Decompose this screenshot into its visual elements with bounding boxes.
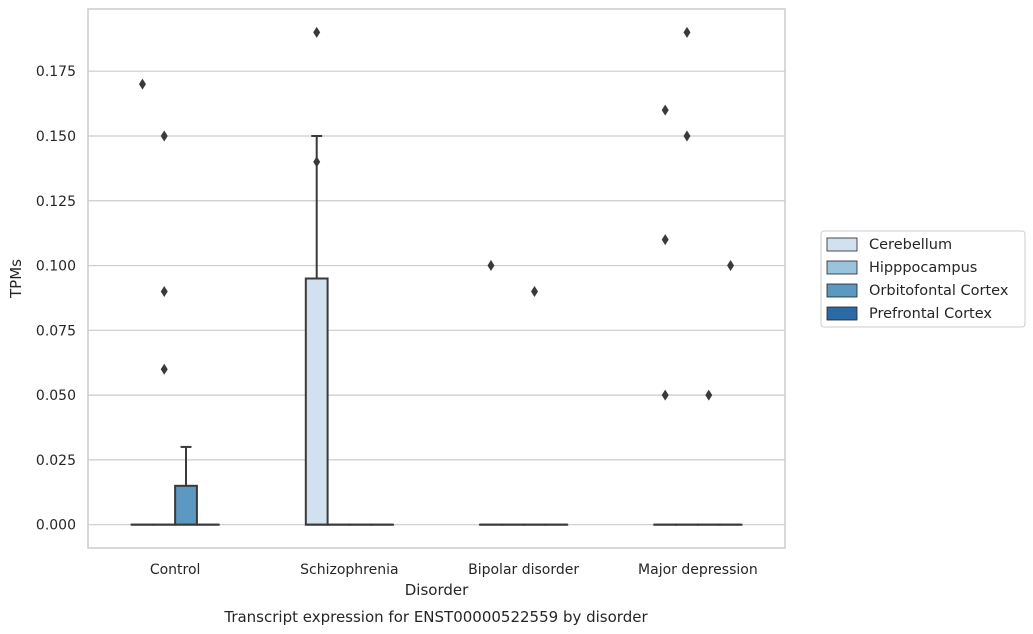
legend-frame (820, 230, 1026, 328)
y-tick-label: 0.125 (36, 194, 76, 210)
outlier-point (138, 78, 146, 90)
plot-frame (87, 8, 786, 549)
outlier-point (313, 156, 321, 168)
outlier-point (313, 26, 321, 38)
y-tick-label: 0.175 (36, 64, 76, 80)
legend-label: Prefrontal Cortex (869, 306, 992, 322)
y-tick-labels: 0.000 0.025 0.050 0.075 0.100 0.125 0.150 0.175 (36, 64, 76, 533)
legend-swatch (826, 306, 858, 321)
y-tick-label: 0.075 (36, 323, 76, 339)
x-tick-label: Bipolar disorder (468, 562, 579, 578)
x-tick-labels: Control Schizophrenia Bipolar disorder Majo… (150, 562, 758, 578)
x-axis-title: Disorder (405, 581, 469, 599)
outlier-point (160, 285, 168, 297)
y-tick-label: 0.025 (36, 453, 76, 469)
y-tick-label: 0.150 (36, 129, 76, 145)
outlier-point (487, 260, 495, 272)
box-orbitofontal-cortex (174, 445, 198, 526)
x-tick-label: Major depression (638, 562, 758, 578)
outlier-point (727, 260, 735, 272)
legend-label: Cerebellum (869, 237, 952, 253)
legend-label: Hipppocampus (869, 260, 977, 276)
chart-caption: Transcript expression for ENST0000052255… (223, 608, 648, 626)
legend-swatch (826, 260, 858, 275)
x-tick-label: Control (150, 562, 201, 578)
box-body (304, 277, 329, 526)
legend-label: Orbitofontal Cortex (869, 283, 1009, 299)
outlier-point (683, 130, 691, 142)
outlier-point (661, 389, 669, 401)
y-axis-title: TPMs (7, 259, 25, 299)
outlier-point (160, 130, 168, 142)
legend: Cerebellum Hipppocampus Orbitofontal Corte… (820, 230, 1026, 328)
box-cerebellum (304, 134, 329, 526)
y-tick-label: 0.000 (36, 518, 76, 534)
x-tick-label: Schizophrenia (300, 562, 398, 578)
box-body (174, 484, 198, 526)
y-tick-label: 0.100 (36, 259, 76, 275)
outlier-point (160, 363, 168, 375)
y-tick-label: 0.050 (36, 388, 76, 404)
outlier-point (661, 104, 669, 116)
box-series (130, 134, 743, 526)
legend-swatch (826, 237, 858, 252)
grid-lines (88, 70, 785, 526)
outlier-point (683, 26, 691, 38)
outlier-point (661, 234, 669, 246)
outlier-point (531, 285, 539, 297)
outlier-points (138, 26, 735, 401)
outlier-point (705, 389, 713, 401)
legend-swatch (826, 283, 858, 298)
